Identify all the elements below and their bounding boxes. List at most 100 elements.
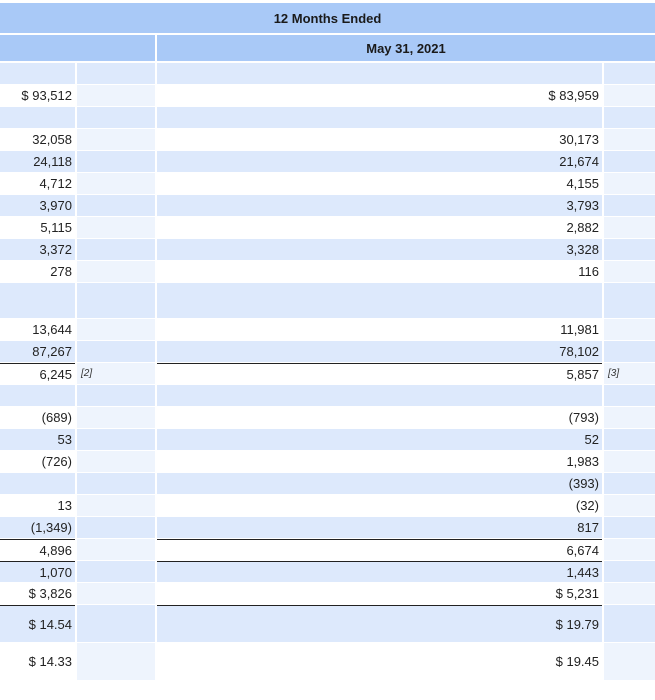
value-cell: 32,058 [0, 129, 75, 150]
footnote-cell [77, 107, 155, 128]
value-cell: 53 [0, 429, 75, 450]
value-cell: 30,173 [157, 129, 602, 150]
footnote-cell [604, 643, 655, 680]
footnote-cell [77, 283, 155, 318]
footnote-cell: [3] [604, 363, 655, 384]
value-cell [157, 385, 602, 406]
footnote-cell [604, 451, 655, 472]
footnote-cell [604, 517, 655, 538]
footnote-cell [77, 239, 155, 260]
header-date: May 31, 2021 [157, 35, 655, 61]
value-cell: $ 3,826 [0, 583, 75, 604]
footnote-cell [77, 561, 155, 582]
header-period: 12 Months Ended [0, 3, 655, 33]
footnote-cell [604, 129, 655, 150]
footnote-cell [77, 151, 155, 172]
value-cell: 87,267 [0, 341, 75, 362]
value-cell: 4,155 [157, 173, 602, 194]
footnote-cell [604, 283, 655, 318]
value-cell: 24,118 [0, 151, 75, 172]
footnote-cell [604, 583, 655, 604]
value-cell: 78,102 [157, 341, 602, 362]
value-cell [0, 107, 75, 128]
value-cell: 13,644 [0, 319, 75, 340]
value-cell: 1,983 [157, 451, 602, 472]
value-cell: 13 [0, 495, 75, 516]
footnote-cell [77, 517, 155, 538]
footnote-cell [604, 407, 655, 428]
footnote-cell [77, 129, 155, 150]
footnote-cell [604, 85, 655, 106]
value-cell [157, 283, 602, 318]
value-cell: 1,443 [157, 561, 602, 582]
value-cell: 3,793 [157, 195, 602, 216]
value-cell: 5,857 [157, 363, 602, 384]
footnote-cell [77, 407, 155, 428]
value-cell [157, 63, 602, 84]
footnote-cell [77, 605, 155, 642]
value-cell: 3,970 [0, 195, 75, 216]
footnote-cell [604, 605, 655, 642]
footnote-cell: [2] [77, 363, 155, 384]
footnote-cell [604, 561, 655, 582]
value-cell: (393) [157, 473, 602, 494]
value-cell: (1,349) [0, 517, 75, 538]
value-cell: 2,882 [157, 217, 602, 238]
footnote-cell [77, 451, 155, 472]
value-cell [157, 107, 602, 128]
value-cell: 116 [157, 261, 602, 282]
footnote-cell [77, 539, 155, 560]
footnote-cell [77, 63, 155, 84]
value-cell: 6,674 [157, 539, 602, 560]
footnote-cell [604, 495, 655, 516]
value-cell: 278 [0, 261, 75, 282]
footnote-cell [604, 107, 655, 128]
value-cell: $ 19.45 [157, 643, 602, 680]
footnote-cell [604, 385, 655, 406]
footnote-cell [604, 63, 655, 84]
value-cell: 3,372 [0, 239, 75, 260]
footnote-cell [77, 473, 155, 494]
footnote-cell [604, 429, 655, 450]
value-cell: 4,896 [0, 539, 75, 560]
value-cell: 4,712 [0, 173, 75, 194]
footnote-cell [77, 643, 155, 680]
footnote-cell [77, 429, 155, 450]
footnote-cell [604, 151, 655, 172]
footnote-cell [604, 217, 655, 238]
value-cell: (726) [0, 451, 75, 472]
footnote-cell [604, 319, 655, 340]
value-cell: 11,981 [157, 319, 602, 340]
value-cell: 21,674 [157, 151, 602, 172]
value-cell: $ 83,959 [157, 85, 602, 106]
value-cell: 6,245 [0, 363, 75, 384]
footnote-cell [77, 341, 155, 362]
footnote-cell [77, 173, 155, 194]
value-cell: $ 14.33 [0, 643, 75, 680]
footnote-cell [77, 261, 155, 282]
footnote-cell [604, 539, 655, 560]
value-cell: 52 [157, 429, 602, 450]
value-cell: $ 19.79 [157, 605, 602, 642]
footnote-cell [604, 173, 655, 194]
value-cell: 1,070 [0, 561, 75, 582]
footnote-cell [604, 261, 655, 282]
value-cell: 5,115 [0, 217, 75, 238]
footnote-cell [77, 85, 155, 106]
value-cell: $ 14.54 [0, 605, 75, 642]
value-cell: (689) [0, 407, 75, 428]
value-cell: 817 [157, 517, 602, 538]
value-cell [0, 385, 75, 406]
footnote-cell [77, 195, 155, 216]
value-cell [0, 63, 75, 84]
value-cell: (32) [157, 495, 602, 516]
footnote-cell [604, 473, 655, 494]
footnote-cell [604, 239, 655, 260]
footnote-cell [604, 195, 655, 216]
value-cell [0, 473, 75, 494]
footnote-cell [77, 495, 155, 516]
value-cell: 3,328 [157, 239, 602, 260]
footnote-cell [77, 319, 155, 340]
footnote-cell [77, 583, 155, 604]
